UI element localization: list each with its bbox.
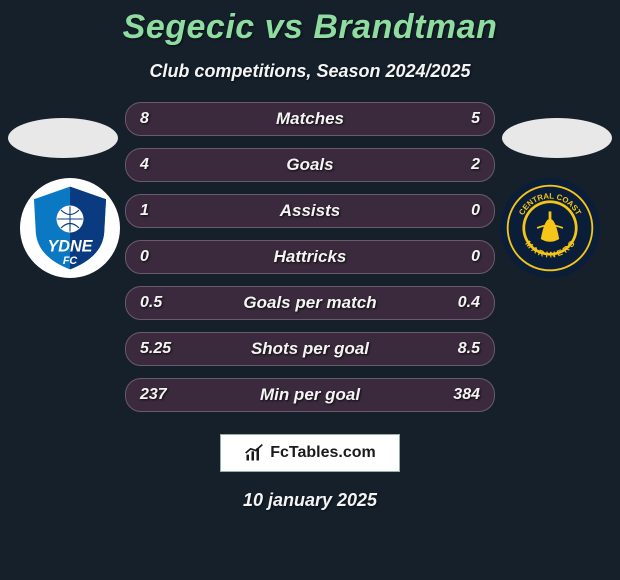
mariners-icon: CENTRAL COAST M A R I N E R S: [504, 182, 596, 274]
stat-row: 0 Hattricks 0: [125, 240, 495, 274]
stat-label: Min per goal: [260, 385, 360, 405]
chart-icon: [244, 443, 264, 463]
stat-label: Shots per goal: [251, 339, 369, 359]
stat-row: 8 Matches 5: [125, 102, 495, 136]
comparison-card: Segecic vs Brandtman Club competitions, …: [0, 0, 620, 580]
fctables-text: FcTables.com: [270, 444, 376, 462]
stat-row: 4 Goals 2: [125, 148, 495, 182]
stat-value-right: 384: [453, 386, 480, 404]
stat-value-left: 0.5: [140, 294, 162, 312]
stat-value-left: 5.25: [140, 340, 171, 358]
player-photo-right: [502, 118, 612, 158]
date-text: 10 january 2025: [0, 490, 620, 511]
stat-value-left: 1: [140, 202, 149, 220]
club-badge-right: CENTRAL COAST M A R I N E R S: [500, 178, 600, 278]
stat-row: 0.5 Goals per match 0.4: [125, 286, 495, 320]
stat-row: 5.25 Shots per goal 8.5: [125, 332, 495, 366]
stats-list: 8 Matches 5 4 Goals 2 1 Assists 0 0 Hattricks 0 0.5 G…: [125, 102, 495, 412]
stat-value-left: 8: [140, 110, 149, 128]
stat-label: Assists: [280, 201, 340, 221]
stat-row: 1 Assists 0: [125, 194, 495, 228]
stat-value-right: 5: [471, 110, 480, 128]
stat-label: Goals: [286, 155, 333, 175]
stat-value-left: 237: [140, 386, 167, 404]
stat-value-right: 8.5: [458, 340, 480, 358]
svg-text:FC: FC: [63, 255, 78, 267]
stat-value-right: 0: [471, 202, 480, 220]
stat-value-right: 0: [471, 248, 480, 266]
stat-label: Matches: [276, 109, 344, 129]
stat-label: Goals per match: [243, 293, 376, 313]
page-title: Segecic vs Brandtman: [0, 8, 620, 47]
stat-value-right: 0.4: [458, 294, 480, 312]
stat-value-left: 0: [140, 248, 149, 266]
stat-label: Hattricks: [274, 247, 347, 267]
stat-row: 237 Min per goal 384: [125, 378, 495, 412]
player-photo-left: [8, 118, 118, 158]
stat-value-left: 4: [140, 156, 149, 174]
svg-text:YDNE: YDNE: [48, 237, 94, 255]
sydney-fc-icon: YDNE FC: [25, 183, 115, 273]
stat-value-right: 2: [471, 156, 480, 174]
page-subtitle: Club competitions, Season 2024/2025: [0, 61, 620, 82]
fctables-logo[interactable]: FcTables.com: [220, 434, 400, 472]
club-badge-left: YDNE FC: [20, 178, 120, 278]
